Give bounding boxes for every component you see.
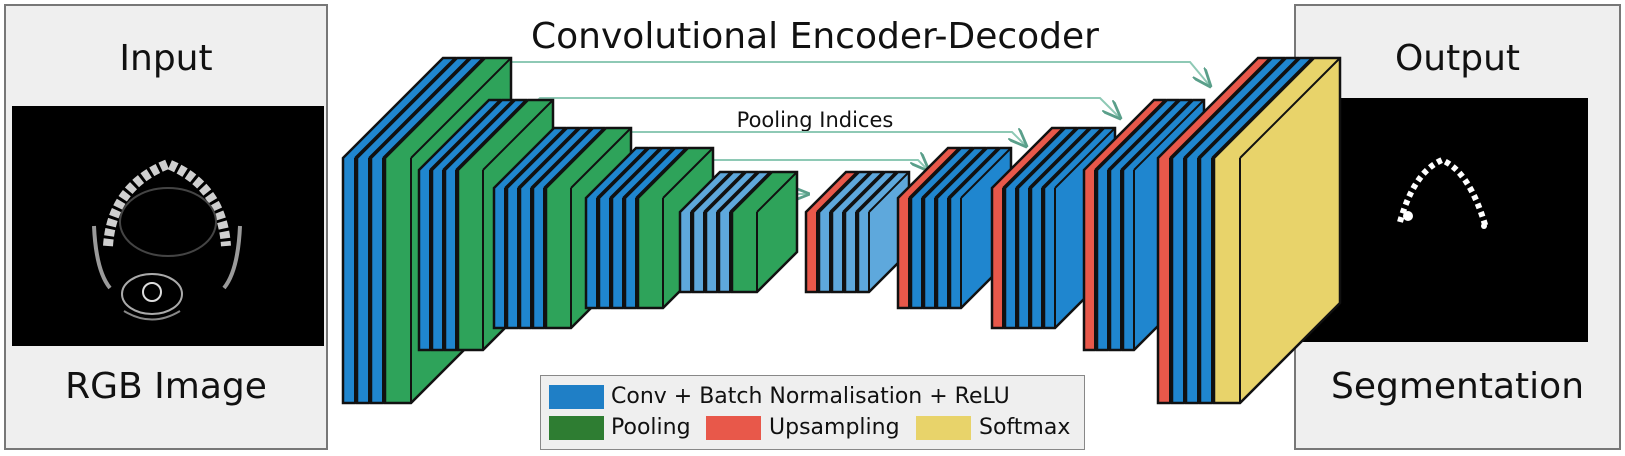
- spinal-canal: [142, 282, 162, 302]
- legend-label-softmax: Softmax: [979, 415, 1071, 440]
- tooth-mask-right: [1481, 223, 1487, 229]
- teeth-mask: [1397, 156, 1489, 229]
- teeth-arch: [103, 158, 231, 247]
- jaw-right: [222, 225, 242, 290]
- input-ct-image: [12, 106, 324, 346]
- legend-swatch-conv: [549, 385, 604, 409]
- output-segmentation-image: [1302, 98, 1588, 342]
- skip-arrow-3: [599, 132, 1026, 146]
- network-title: Convolutional Encoder-Decoder: [531, 16, 1099, 57]
- input-title: Input: [119, 38, 213, 79]
- input-caption: RGB Image: [65, 366, 267, 407]
- skip-arrow-1: [457, 61, 1210, 86]
- output-panel: Output Segmentation: [1294, 4, 1621, 450]
- jaw-left: [92, 225, 112, 290]
- legend-label-conv: Conv + Batch Normalisation + ReLU: [611, 384, 1010, 409]
- legend: Conv + Batch Normalisation + ReLU Poolin…: [540, 375, 1085, 450]
- segmentation-mask: [1397, 156, 1489, 229]
- input-panel: Input RGB Image: [4, 4, 328, 450]
- legend-swatch-softmax: [916, 416, 971, 440]
- pooling-indices-label: Pooling Indices: [737, 108, 894, 132]
- legend-swatch-pooling: [549, 416, 604, 440]
- output-caption: Segmentation: [1330, 366, 1585, 407]
- ct-scan-image: [92, 158, 242, 321]
- decoder-block-5-softmax-layer-5: [1212, 56, 1342, 405]
- tooth-mask-left: [1403, 211, 1413, 221]
- palate-shape: [119, 187, 217, 257]
- legend-label-upsampling: Upsampling: [769, 415, 900, 440]
- vertebra: [121, 273, 183, 315]
- skip-arrow-4: [689, 160, 928, 170]
- network-layers: [341, 56, 1342, 405]
- output-title: Output: [1394, 38, 1521, 79]
- legend-label-pooling: Pooling: [611, 415, 691, 440]
- vertebra-arch: [123, 310, 181, 321]
- legend-swatch-upsampling: [706, 416, 761, 440]
- encoder-block-5-pool-layer-5: [730, 170, 799, 294]
